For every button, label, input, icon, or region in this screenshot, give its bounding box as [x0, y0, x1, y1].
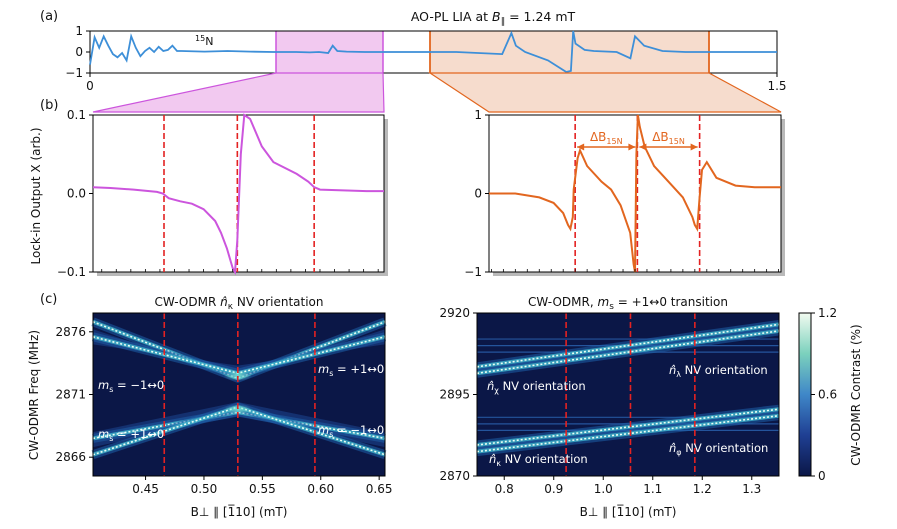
- panel-b2-xticks: [490, 269, 780, 272]
- panel-c2: CW-ODMR, ms = +1↔0 transition n̂χ NV ori…: [439, 295, 780, 519]
- panel-b-ylabel: Lock-in Output X (arb.): [29, 127, 43, 264]
- panel-c1-yticks: 2876 2871 2866: [55, 325, 93, 464]
- zoom-connector-orange: [428, 72, 782, 113]
- ytick-label: 0.0: [67, 187, 86, 201]
- panel-c2-yticks: 2920 2895 2870: [439, 306, 477, 483]
- ytick-label: 2870: [439, 469, 470, 483]
- xtick-label: 1.5: [767, 79, 786, 93]
- crossing-glow-upper: [223, 370, 252, 381]
- ytick-label: −1: [464, 265, 482, 279]
- zoom-connector-magenta: [92, 72, 385, 113]
- ytick-label: 2876: [55, 325, 86, 339]
- ytick-label: 2866: [55, 450, 86, 464]
- panel-c1-ylabel: CW-ODMR Freq (MHz): [27, 330, 41, 460]
- resonance-trace-core: [92, 411, 386, 440]
- panel-c2-vlines: [565, 313, 696, 476]
- panel-b2-vlines: [574, 115, 701, 272]
- panel-b1-yticks: 0.1 0.0 −0.1: [57, 108, 93, 279]
- xtick-label: 1.0: [594, 482, 613, 496]
- ytick-label: 0.1: [67, 108, 86, 122]
- resonance-trace-core: [476, 414, 780, 453]
- orientation-label: n̂φ NV orientation: [669, 441, 768, 457]
- colorbar-tick-label: 0.6: [818, 388, 837, 402]
- colorbar-tick-label: 1.2: [818, 306, 837, 320]
- panel-c2-labels: n̂χ NV orientation n̂λ NV orientation n̂κ …: [487, 363, 768, 468]
- resonance-trace-core: [476, 330, 780, 375]
- panel-a-annotation: 15N: [195, 34, 213, 48]
- ytick-label: 1: [75, 24, 83, 38]
- panel-c2-xticks: 0.8 0.9 1.0 1.1 1.2 1.3: [495, 476, 761, 496]
- orientation-label: n̂κ NV orientation: [489, 452, 588, 468]
- panel-b2-yticks: 1 0 −1: [464, 108, 489, 279]
- panel-c2-traces: [476, 319, 780, 457]
- colorbar: 1.2 0.6 0 CW-ODMR Contrast (%): [798, 306, 863, 483]
- panel-c1-xticks: 0.45 0.50 0.55 0.60 0.65: [132, 476, 393, 496]
- xtick-label: 1.2: [693, 482, 712, 496]
- resonance-trace-core: [476, 408, 780, 446]
- delta-b-label: ΔB15N: [652, 130, 685, 146]
- panel-a-yticks: 1 0 −1: [65, 24, 90, 80]
- xtick-label: 1.3: [742, 482, 761, 496]
- xtick-label: 0: [86, 79, 94, 93]
- delta-b-label: ΔB15N: [590, 130, 623, 146]
- arrowhead-right: [628, 143, 636, 151]
- xtick-label: 1.1: [643, 482, 662, 496]
- panel-c-label: (c): [40, 292, 57, 307]
- xtick-label: 0.45: [132, 482, 159, 496]
- panel-c1: CW-ODMR n̂κ NV orientation ms = −1↔0ms =…: [27, 295, 393, 519]
- xtick-label: 0.55: [249, 482, 276, 496]
- xtick-label: 0.8: [495, 482, 514, 496]
- panel-a-label: (a): [40, 9, 58, 24]
- transition-label: ms = +1↔0: [318, 362, 384, 378]
- transition-label: ms = −1↔0: [98, 378, 164, 394]
- ytick-label: −0.1: [57, 265, 86, 279]
- arrowhead-left: [639, 143, 647, 151]
- ytick-label: 1: [474, 108, 482, 122]
- panel-a-highlight-orange: [430, 31, 709, 73]
- ytick-label: 2871: [55, 388, 86, 402]
- panel-b-label: (b): [40, 98, 58, 113]
- ytick-label: 2895: [439, 388, 470, 402]
- xtick-label: 0.65: [366, 482, 393, 496]
- orientation-label: n̂λ NV orientation: [669, 363, 768, 379]
- colorbar-label: CW-ODMR Contrast (%): [849, 324, 863, 465]
- panel-a: (a) AO-PL LIA at B∥ = 1.24 mT 15N 10−1 0…: [40, 9, 787, 93]
- ytick-label: 0: [75, 45, 83, 59]
- colorbar-ticks: 1.2 0.6 0: [811, 306, 837, 483]
- panel-b1-series-line: [92, 113, 384, 276]
- arrowhead-right: [690, 143, 698, 151]
- panel-a-title: AO-PL LIA at B∥ = 1.24 mT: [411, 9, 576, 27]
- orientation-label: n̂χ NV orientation: [487, 379, 586, 395]
- panel-c1-title: CW-ODMR n̂κ NV orientation: [154, 295, 323, 312]
- panel-c1-xlabel: B⊥ ∥ [1̅10] (mT): [191, 504, 288, 519]
- xtick-label: 0.9: [544, 482, 563, 496]
- panel-a-series-line: [89, 30, 777, 73]
- panel-c2-xlabel: B⊥ ∥ [1̅10] (mT): [580, 504, 677, 519]
- ytick-label: 2920: [439, 306, 470, 320]
- transition-label: ms = +1↔0: [98, 427, 164, 443]
- diffuse-band-upper: [93, 329, 385, 377]
- ytick-label: −1: [65, 66, 83, 80]
- panel-c1-labels: ms = −1↔0 ms = +1↔0 ms = +1↔0 ms = −1↔0: [98, 362, 384, 443]
- panel-c1-vlines: [163, 313, 316, 476]
- crossing-glow-lower: [223, 404, 252, 415]
- resonance-trace-core: [476, 323, 780, 368]
- colorbar-gradient: [798, 312, 812, 477]
- transition-label: ms = −1↔0: [318, 423, 384, 439]
- arrowhead-left: [577, 143, 585, 151]
- panel-c2-title: CW-ODMR, ms = +1↔0 transition: [528, 295, 728, 312]
- panel-b2: 1 0 −1 ΔB15N ΔB15N: [464, 108, 785, 279]
- xtick-label: 0.60: [307, 482, 334, 496]
- panel-b1: 0.1 0.0 −0.1: [57, 108, 388, 279]
- colorbar-tick-label: 0: [818, 469, 826, 483]
- ytick-label: 0: [474, 187, 482, 201]
- panel-b2-annotations: ΔB15N ΔB15N: [577, 130, 698, 151]
- xtick-label: 0.50: [191, 482, 218, 496]
- panel-b1-xticks: [101, 269, 379, 272]
- resonance-trace-core: [92, 321, 386, 380]
